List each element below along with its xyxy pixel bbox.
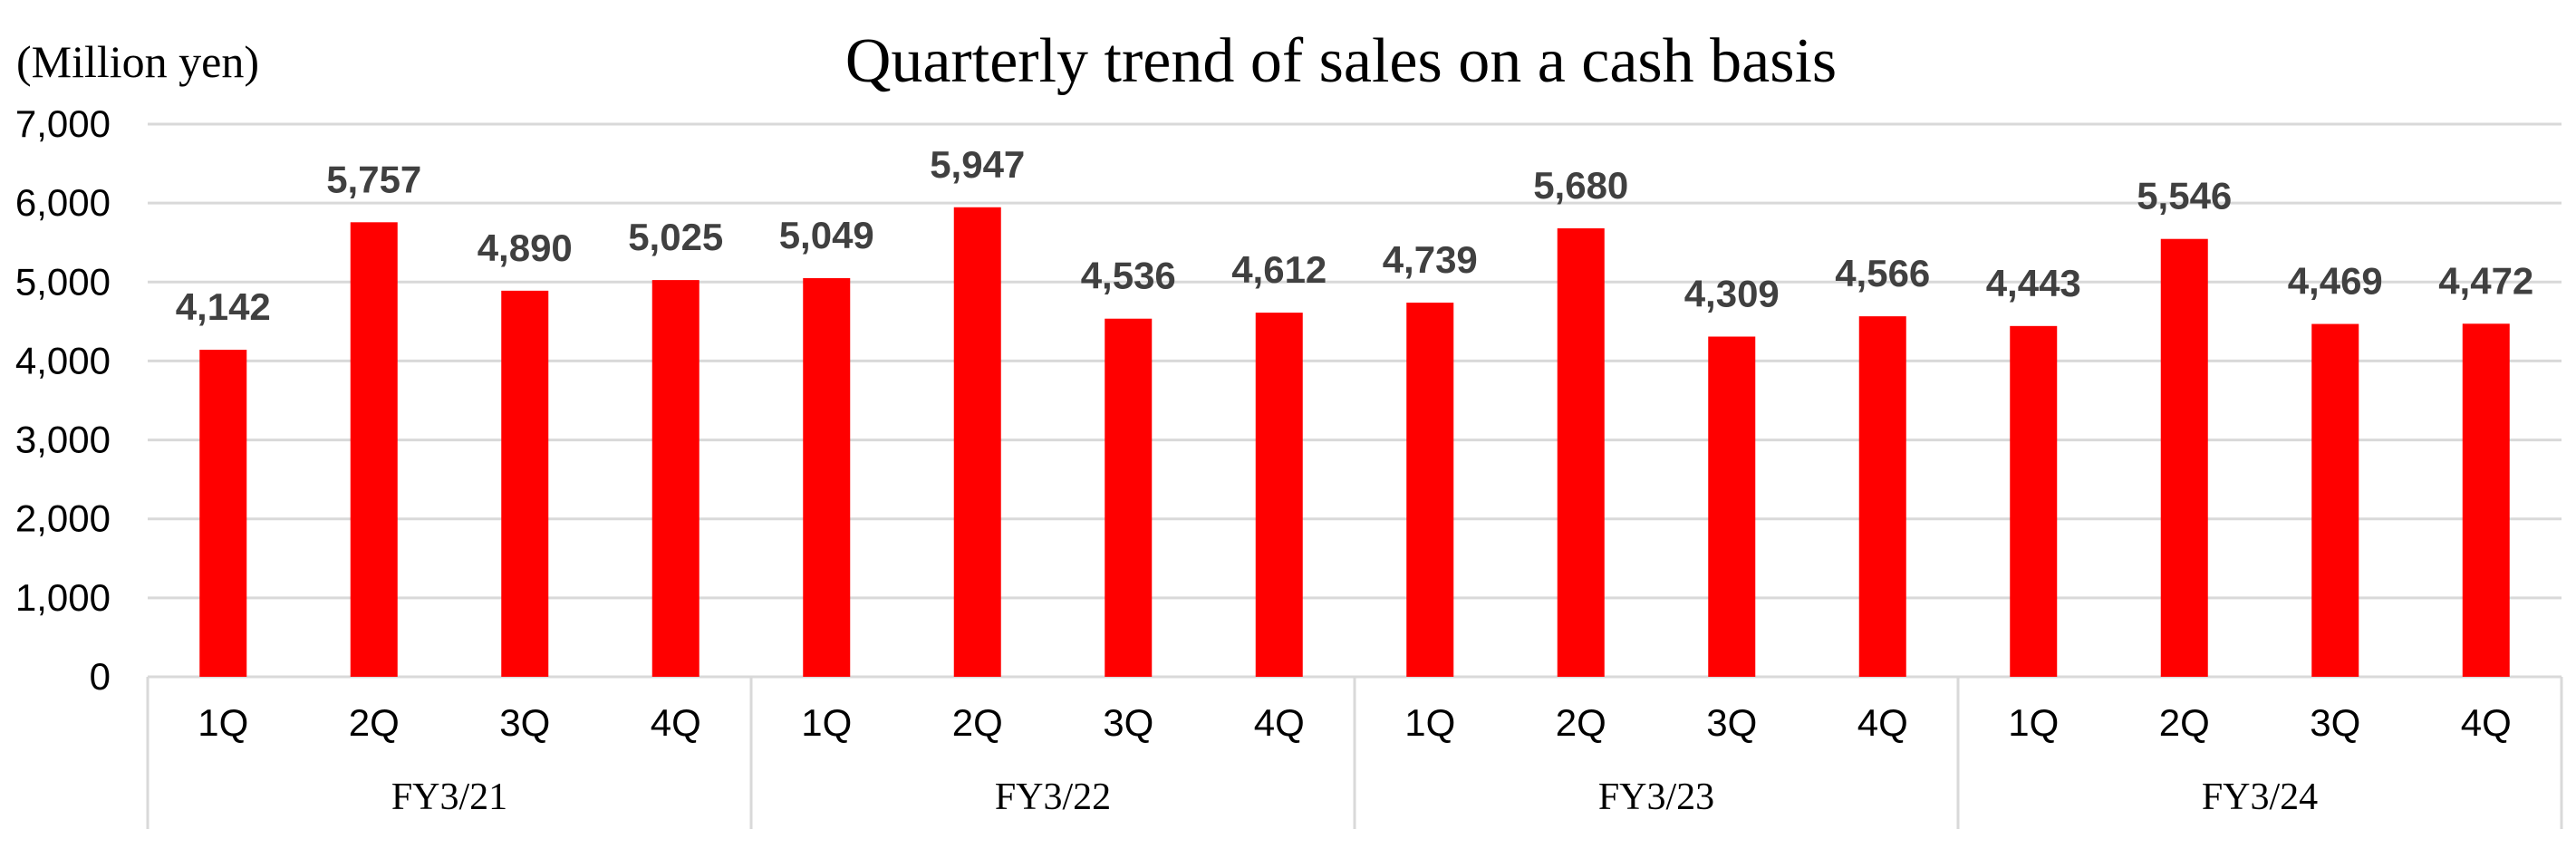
x-tick-label: 3Q <box>499 701 550 744</box>
group-label: FY3/23 <box>1598 776 1714 818</box>
bar <box>199 350 247 677</box>
gridlines <box>148 122 2562 679</box>
y-tick-label: 4,000 <box>15 339 111 381</box>
bar <box>350 222 398 677</box>
bar <box>953 207 1001 678</box>
chart-title: Quarterly trend of sales on a cash basis <box>845 26 1837 96</box>
data-label: 4,612 <box>1231 248 1327 291</box>
x-tick-label: 2Q <box>2159 701 2210 744</box>
y-tick-label: 5,000 <box>15 260 111 303</box>
bar <box>501 290 549 677</box>
x-tick-label: 1Q <box>198 701 248 744</box>
data-label: 4,890 <box>478 227 573 269</box>
y-tick-label: 3,000 <box>15 419 111 461</box>
bars <box>199 207 2510 678</box>
group-label: FY3/21 <box>391 776 507 818</box>
x-tick-label: 3Q <box>1706 701 1757 744</box>
unit-label: (Million yen) <box>16 36 259 87</box>
bar <box>1557 228 1605 677</box>
x-tick-label: 1Q <box>2008 701 2059 744</box>
y-tick-label: 7,000 <box>15 102 111 145</box>
y-tick-label: 2,000 <box>15 497 111 540</box>
x-tick-label: 4Q <box>651 701 701 744</box>
x-tick-label: 3Q <box>1103 701 1153 744</box>
group-label: FY3/22 <box>995 776 1111 818</box>
bar <box>2462 323 2510 677</box>
data-label: 5,546 <box>2137 175 2232 217</box>
bar <box>2160 238 2208 677</box>
data-label: 5,947 <box>930 143 1025 186</box>
x-tick-label: 4Q <box>1857 701 1908 744</box>
data-label: 4,472 <box>2438 259 2533 302</box>
data-label: 5,680 <box>1533 164 1628 207</box>
y-tick-label: 0 <box>90 655 111 698</box>
y-axis-ticks: 0 1,000 2,000 3,000 4,000 5,000 6,000 7,000 <box>15 102 111 698</box>
x-tick-label: 4Q <box>1254 701 1305 744</box>
data-label: 4,566 <box>1835 252 1930 294</box>
x-tick-label: 2Q <box>952 701 1003 744</box>
data-label: 4,142 <box>176 285 271 328</box>
bar <box>1708 336 1756 677</box>
bar <box>1406 303 1454 677</box>
x-tick-label: 2Q <box>1556 701 1606 744</box>
bar <box>803 278 851 677</box>
x-tick-label: 1Q <box>1404 701 1455 744</box>
y-tick-label: 6,000 <box>15 181 111 224</box>
x-tick-label: 1Q <box>801 701 852 744</box>
data-label: 5,757 <box>326 158 421 200</box>
y-tick-label: 1,000 <box>15 576 111 619</box>
bar <box>1858 316 1906 677</box>
bar <box>1105 318 1153 677</box>
group-label: FY3/24 <box>2202 776 2318 818</box>
x-tick-label: 4Q <box>2461 701 2512 744</box>
x-tick-label: 2Q <box>349 701 400 744</box>
x-axis: 1Q 2Q 3Q 4Q FY3/21 1Q 2Q 3Q 4Q FY3/22 1Q 2Q 3Q 4Q FY3/… <box>146 677 2563 829</box>
data-label: 4,536 <box>1081 255 1176 297</box>
data-label: 4,443 <box>1986 262 2081 304</box>
data-label: 4,739 <box>1383 238 1478 281</box>
bar <box>2311 323 2359 677</box>
x-tick-label: 3Q <box>2310 701 2360 744</box>
data-label: 4,309 <box>1684 273 1780 315</box>
bar <box>651 280 699 677</box>
bar <box>1255 313 1303 677</box>
data-label: 5,025 <box>628 216 723 258</box>
bar <box>2010 325 2058 677</box>
data-labels: 4,142 5,757 4,890 5,025 5,049 5,947 4,536 4,612… <box>176 143 2534 328</box>
data-label: 4,469 <box>2288 260 2383 303</box>
data-label: 5,049 <box>779 214 874 256</box>
